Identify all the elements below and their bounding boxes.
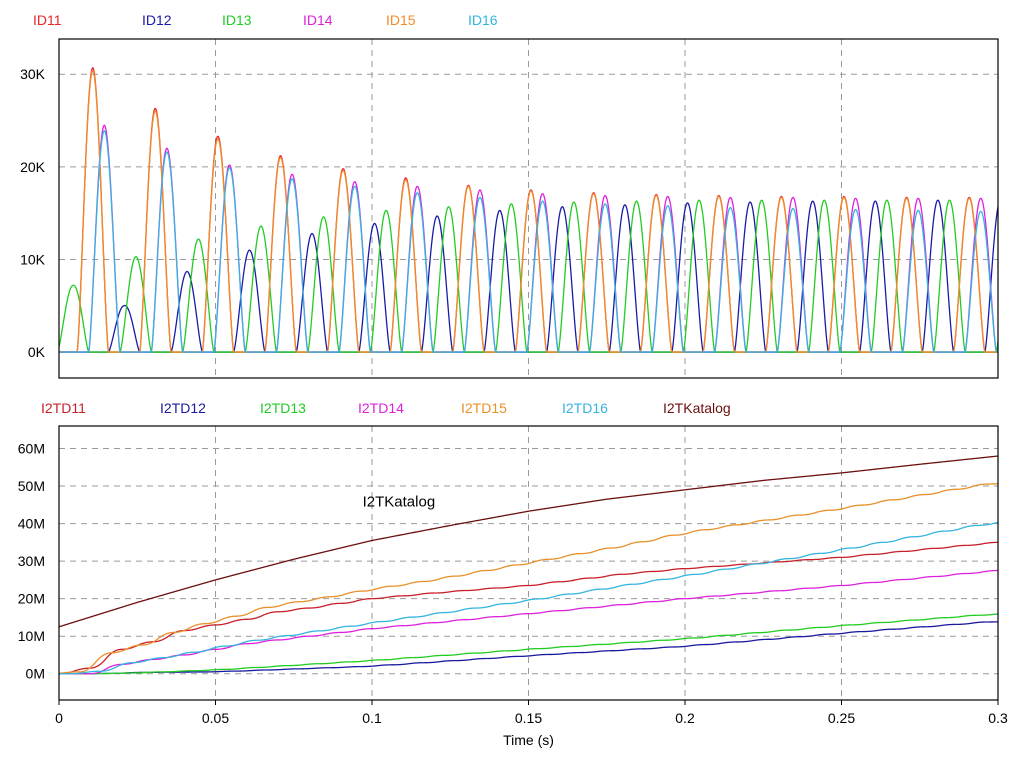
x-tick-label: 0.2 bbox=[675, 710, 695, 726]
y-tick-label: 0K bbox=[28, 344, 46, 360]
series-line-i2td16 bbox=[59, 521, 998, 675]
legend-entry-id13: ID13 bbox=[222, 12, 252, 28]
series-line-i2td13 bbox=[59, 613, 998, 675]
legend-entry-id11: ID11 bbox=[33, 12, 62, 28]
y-tick-label: 10K bbox=[20, 251, 46, 267]
y-tick-label: 0M bbox=[26, 666, 45, 682]
y-tick-label: 10M bbox=[18, 628, 45, 644]
legend-entry-i2td11: I2TD11 bbox=[41, 400, 86, 416]
x-axis-label: Time (s) bbox=[503, 732, 554, 748]
x-tick-label: 0.1 bbox=[362, 710, 382, 726]
x-tick-label: 0.25 bbox=[828, 710, 855, 726]
series-line-i2td14 bbox=[59, 569, 998, 675]
bottom-panel-i2t-plot: 0M 10M 20M 30M 40M 50M 60M I2TD11 I2TD12 I2TD13 I2… bbox=[18, 400, 1008, 748]
grid bbox=[59, 426, 998, 700]
x-tick-label: 0.3 bbox=[988, 710, 1008, 726]
legend-entry-i2td12: I2TD12 bbox=[160, 400, 206, 416]
top-panel-current-plot: 0K 10K 20K 30K ID11 ID12 ID13 ID14 ID15 ID16 bbox=[20, 12, 999, 379]
legend-entry-i2tkatalog: I2TKatalog bbox=[663, 400, 731, 416]
legend-entry-id16: ID16 bbox=[468, 12, 498, 28]
plot-border bbox=[58, 38, 999, 379]
y-tick-label: 20K bbox=[20, 159, 46, 175]
series-group bbox=[59, 455, 998, 675]
series-line-i2td15 bbox=[59, 483, 998, 674]
legend-entry-id15: ID15 bbox=[386, 12, 416, 28]
series-line-id13 bbox=[59, 199, 998, 353]
legend-entry-i2td14: I2TD14 bbox=[358, 400, 404, 416]
series-line-i2td12 bbox=[59, 621, 998, 675]
x-tick-label: 0.05 bbox=[202, 710, 229, 726]
annotation-label: I2TKatalog bbox=[363, 494, 436, 511]
series-line-id16 bbox=[59, 130, 998, 353]
series-line-id15 bbox=[59, 69, 998, 353]
x-tick-label: 0.15 bbox=[515, 710, 542, 726]
y-tick-label: 40M bbox=[18, 516, 45, 532]
legend-entry-id12: ID12 bbox=[142, 12, 172, 28]
legend-entry-i2td16: I2TD16 bbox=[562, 400, 608, 416]
series-line-i2td11 bbox=[59, 541, 998, 675]
y-tick-label: 30K bbox=[20, 66, 46, 82]
legend-entry-id14: ID14 bbox=[303, 12, 333, 28]
series-line-i2tkatalog bbox=[59, 455, 998, 628]
y-tick-label: 50M bbox=[18, 478, 45, 494]
series-group bbox=[59, 67, 998, 353]
legend-entry-i2td13: I2TD13 bbox=[260, 400, 306, 416]
legend-entry-i2td15: I2TD15 bbox=[461, 400, 507, 416]
x-tick-label: 0 bbox=[55, 710, 63, 726]
y-tick-label: 30M bbox=[18, 553, 45, 569]
y-tick-label: 60M bbox=[18, 441, 45, 457]
y-tick-label: 20M bbox=[18, 591, 45, 607]
